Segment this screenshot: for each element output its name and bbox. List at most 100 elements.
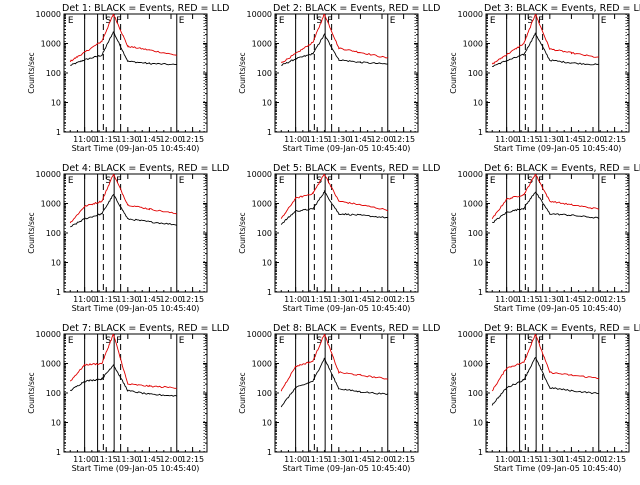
x-tick-label: 11:45 xyxy=(138,295,161,304)
top-mark: E xyxy=(68,336,74,346)
y-tick-label: 10000 xyxy=(36,170,61,179)
top-mark: E xyxy=(68,16,74,26)
x-tick-label: 11:30 xyxy=(327,295,350,304)
x-tick-label: 11:45 xyxy=(349,295,372,304)
top-mark: F xyxy=(538,176,543,186)
y-tick-label: 1 xyxy=(267,128,272,137)
panel-title: Det 3: BLACK = Events, RED = LLD xyxy=(484,3,640,14)
top-mark: E xyxy=(490,16,496,26)
x-tick-label: 12:15 xyxy=(603,295,626,304)
y-tick-label: 10000 xyxy=(247,330,272,339)
panel-det-9: Det 9: BLACK = Events, RED = LLD 1 10 100 10… xyxy=(449,323,640,473)
top-mark: F xyxy=(327,16,332,26)
plot-frame xyxy=(274,173,419,293)
lld-series-line xyxy=(491,174,600,220)
plot-frame xyxy=(63,13,208,133)
y-tick-label: 10 xyxy=(262,419,272,428)
panel-title: Det 8: BLACK = Events, RED = LLD xyxy=(273,323,440,334)
y-tick-label: 10000 xyxy=(36,10,61,19)
y-axis-label: Counts/sec xyxy=(449,372,458,413)
x-axis-label: Start Time (09-Jan-05 10:45:40) xyxy=(494,304,622,313)
panel-title: Det 6: BLACK = Events, RED = LLD xyxy=(484,163,640,174)
top-mark: F xyxy=(116,336,121,346)
panel-det-7: Det 7: BLACK = Events, RED = LLD 1 10 100 10… xyxy=(27,323,229,473)
y-tick-label: 1 xyxy=(56,128,61,137)
y-axis-label: Counts/sec xyxy=(238,372,247,413)
x-tick-label: 12:15 xyxy=(603,455,626,464)
y-axis-label: Counts/sec xyxy=(449,212,458,253)
events-series-line xyxy=(280,189,388,225)
panel-title: Det 5: BLACK = Events, RED = LLD xyxy=(273,163,440,174)
lld-series-line xyxy=(69,174,177,224)
plot-frame xyxy=(63,173,208,293)
y-tick-label: 1000 xyxy=(252,200,272,209)
x-tick-label: 11:45 xyxy=(349,455,372,464)
x-tick-label: 12:00 xyxy=(159,135,182,144)
x-tick-label: 11:30 xyxy=(116,135,139,144)
x-tick-label: 11:30 xyxy=(327,135,350,144)
y-tick-label: 10 xyxy=(262,99,272,108)
top-mark: S xyxy=(105,176,111,186)
x-axis-label: Start Time (09-Jan-05 10:45:40) xyxy=(494,144,622,153)
events-series-line xyxy=(280,357,388,408)
x-tick-label: 12:00 xyxy=(370,295,393,304)
y-tick-label: 10 xyxy=(473,99,483,108)
top-mark: E xyxy=(68,176,74,186)
x-tick-label: 11:45 xyxy=(560,455,583,464)
panel-det-6: Det 6: BLACK = Events, RED = LLD 1 10 100 10… xyxy=(449,163,640,313)
top-mark: F xyxy=(538,16,543,26)
plot-frame xyxy=(485,13,630,133)
x-tick-label: 11:30 xyxy=(538,135,561,144)
y-tick-label: 1 xyxy=(56,448,61,457)
top-mark: E xyxy=(490,176,496,186)
plot-frame xyxy=(274,333,419,453)
y-tick-label: 10 xyxy=(473,419,483,428)
x-tick-label: 11:00 xyxy=(284,135,307,144)
y-tick-label: 10000 xyxy=(247,10,272,19)
y-tick-label: 1000 xyxy=(463,360,483,369)
x-axis-label: Start Time (09-Jan-05 10:45:40) xyxy=(283,464,411,473)
x-tick-label: 12:00 xyxy=(370,455,393,464)
x-tick-label: 11:00 xyxy=(73,135,96,144)
y-tick-label: 10 xyxy=(473,259,483,268)
panel-title: Det 4: BLACK = Events, RED = LLD xyxy=(62,163,229,174)
panel-title: Det 7: BLACK = Events, RED = LLD xyxy=(62,323,229,334)
top-mark: E xyxy=(279,336,285,346)
x-tick-label: 11:00 xyxy=(495,455,518,464)
x-axis-label: Start Time (09-Jan-05 10:45:40) xyxy=(283,304,411,313)
y-tick-label: 100 xyxy=(468,389,483,398)
top-mark: F xyxy=(116,16,121,26)
events-series-line xyxy=(281,32,388,66)
y-tick-label: 10000 xyxy=(247,170,272,179)
top-mark: E xyxy=(601,336,607,346)
plot-frame xyxy=(274,13,419,133)
panel-title: Det 1: BLACK = Events, RED = LLD xyxy=(62,3,229,14)
y-tick-label: 10000 xyxy=(458,10,483,19)
events-series-line xyxy=(491,356,599,406)
panel-det-1: Det 1: BLACK = Events, RED = LLD 1 10 100 10… xyxy=(27,3,229,153)
y-tick-label: 10 xyxy=(51,259,61,268)
x-tick-label: 11:15 xyxy=(306,135,329,144)
panel-det-2: Det 2: BLACK = Events, RED = LLD 1 10 100 10… xyxy=(238,3,440,153)
x-tick-label: 11:45 xyxy=(560,135,583,144)
x-tick-label: 11:30 xyxy=(538,455,561,464)
lld-series-line xyxy=(69,14,177,63)
y-tick-label: 1 xyxy=(267,448,272,457)
y-tick-label: 100 xyxy=(257,69,272,78)
x-tick-label: 11:15 xyxy=(517,135,540,144)
top-mark: F xyxy=(116,176,121,186)
top-mark: S xyxy=(527,176,533,186)
y-tick-label: 1 xyxy=(478,128,483,137)
panel-det-4: Det 4: BLACK = Events, RED = LLD 1 10 100 10… xyxy=(27,163,229,313)
top-mark: E xyxy=(390,336,396,346)
plot-frame xyxy=(485,173,630,293)
panel-det-5: Det 5: BLACK = Events, RED = LLD 1 10 100 10… xyxy=(238,163,440,313)
top-mark: F xyxy=(538,336,543,346)
x-tick-label: 11:45 xyxy=(560,295,583,304)
top-mark: F xyxy=(327,336,332,346)
y-tick-label: 10 xyxy=(51,99,61,108)
y-tick-label: 10 xyxy=(51,419,61,428)
top-mark: S xyxy=(105,336,111,346)
